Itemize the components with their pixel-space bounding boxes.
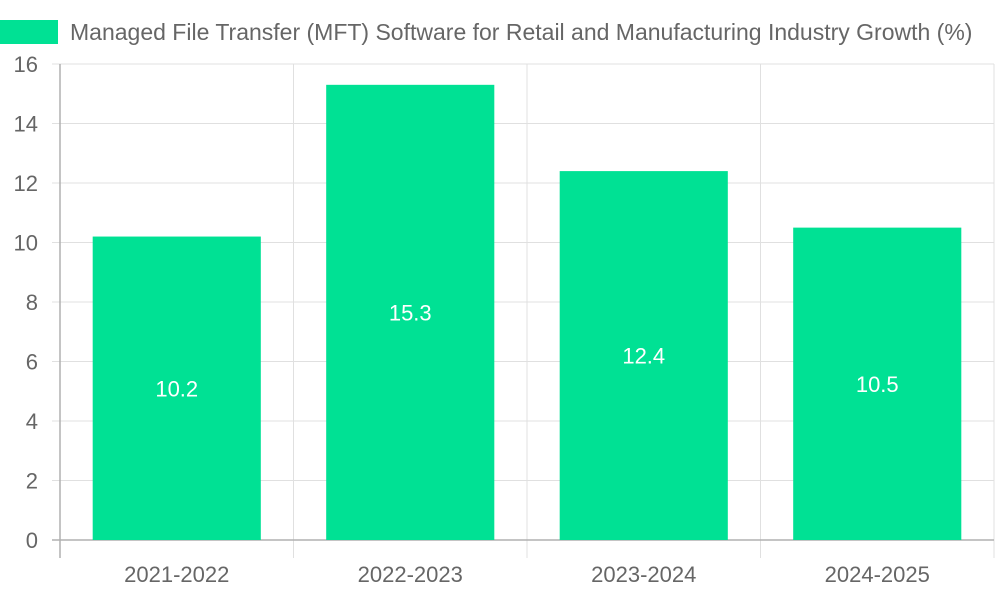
data-label: 15.3: [389, 300, 432, 325]
y-tick-label: 2: [26, 469, 38, 494]
y-tick-label: 10: [14, 231, 38, 256]
y-tick-label: 8: [26, 290, 38, 315]
x-tick-label: 2022-2023: [358, 562, 463, 587]
bar[interactable]: [793, 227, 962, 540]
y-tick-label: 12: [14, 171, 38, 196]
data-label: 10.2: [155, 376, 198, 401]
legend-swatch[interactable]: [0, 20, 58, 44]
y-tick-label: 14: [14, 112, 38, 137]
data-label: 10.5: [856, 372, 899, 397]
bar[interactable]: [326, 84, 495, 540]
axes: 0 2 4 6 8 10 12 14 16 2021-2022 2022-2023 2023-2024…: [14, 52, 994, 587]
y-tick-label: 16: [14, 52, 38, 77]
legend[interactable]: Managed File Transfer (MFT) Software for…: [0, 19, 972, 45]
bars: [92, 84, 962, 541]
y-tick-label: 4: [26, 409, 38, 434]
x-tick-label: 2024-2025: [825, 562, 930, 587]
data-labels: 10.2 15.3 12.4 10.5: [155, 300, 898, 401]
legend-label[interactable]: Managed File Transfer (MFT) Software for…: [70, 19, 972, 45]
x-tick-label: 2023-2024: [591, 562, 696, 587]
bar[interactable]: [559, 171, 728, 540]
x-tick-label: 2021-2022: [124, 562, 229, 587]
bar[interactable]: [92, 236, 261, 541]
y-tick-label: 6: [26, 350, 38, 375]
y-tick-label: 0: [26, 528, 38, 553]
data-label: 12.4: [622, 344, 665, 369]
